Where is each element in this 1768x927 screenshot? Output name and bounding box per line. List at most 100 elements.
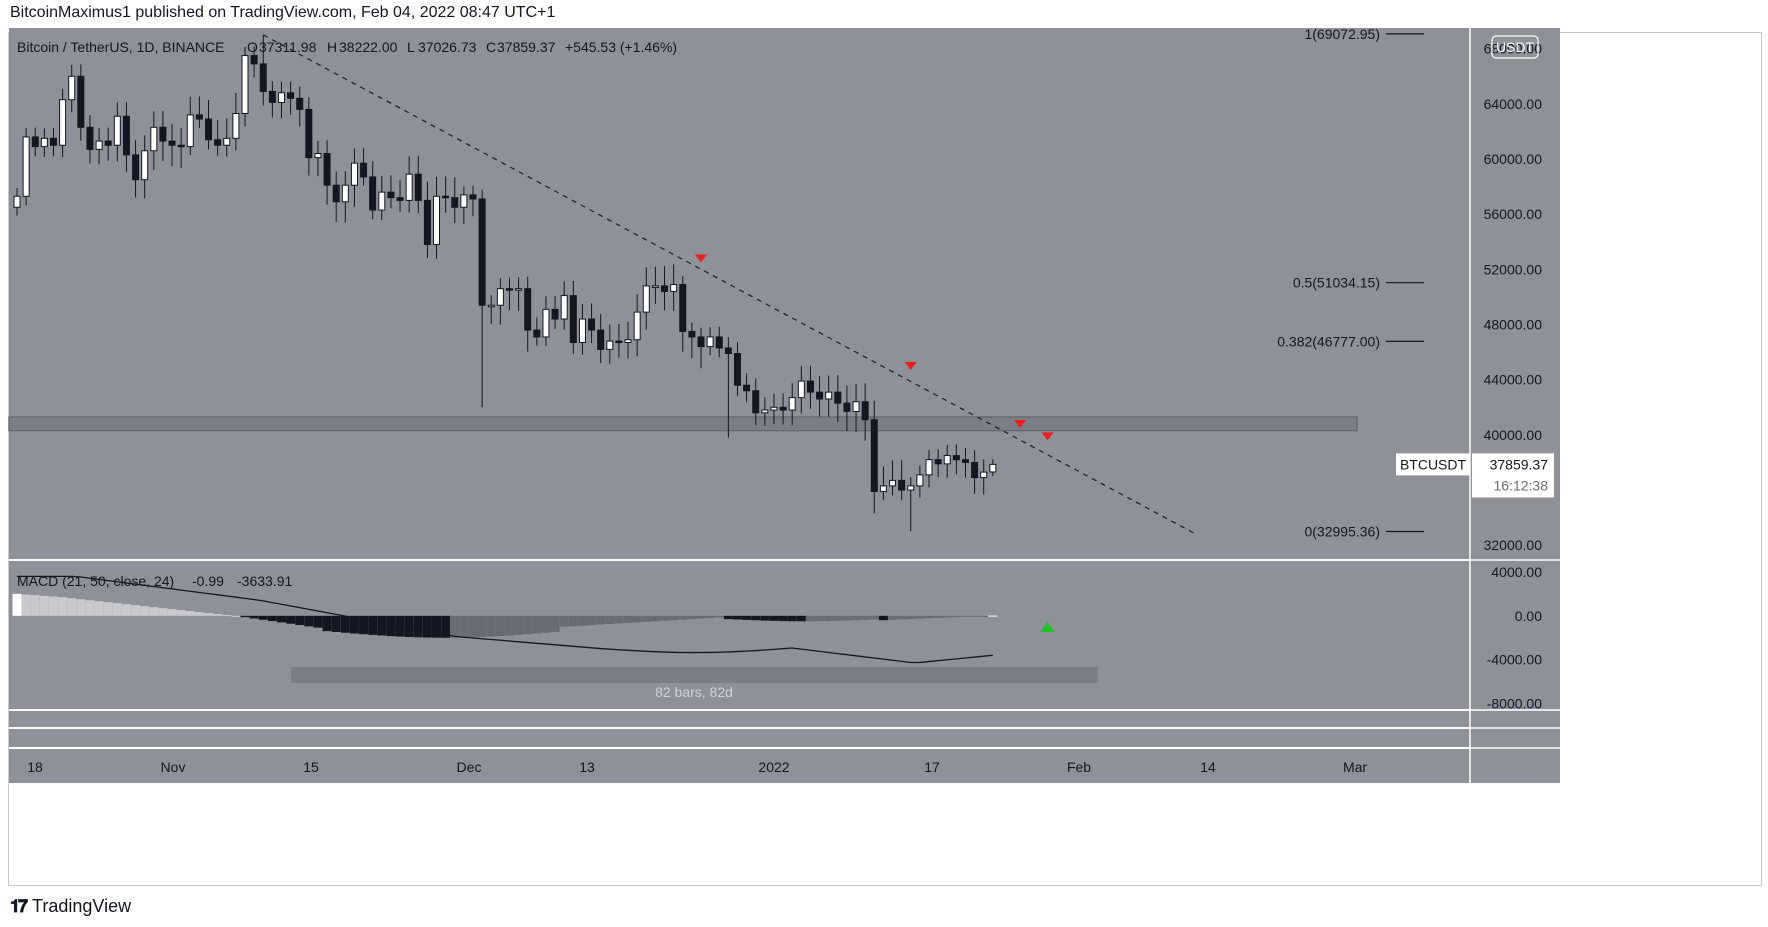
candle-body: [350, 162, 358, 186]
macd-histogram-bar: [942, 615, 952, 618]
tradingview-logo-icon: 𝟏𝟕: [10, 896, 28, 916]
tradingview-footer[interactable]: 𝟏𝟕 TradingView: [10, 896, 131, 917]
macd-histogram-bar: [85, 600, 95, 616]
macd-histogram-bar: [623, 615, 633, 623]
candle-body: [40, 137, 48, 148]
macd-histogram-bar: [669, 615, 679, 621]
macd-histogram-bar: [112, 603, 122, 616]
candle-body: [761, 409, 769, 414]
macd-histogram-bar: [660, 615, 670, 621]
candle-body: [898, 479, 906, 491]
macd-histogram-bar: [459, 615, 469, 638]
macd-histogram-bar: [413, 615, 423, 638]
legend-o-label: O: [247, 39, 258, 55]
publish-header: BitcoinMaximus1 published on TradingView…: [10, 4, 556, 21]
candle-body: [533, 329, 541, 338]
macd-axis-label: -8000.00: [1487, 696, 1542, 712]
macd-histogram-bar: [915, 615, 925, 619]
candle-body: [31, 136, 39, 148]
price-axis-label: 32000.00: [1484, 537, 1543, 553]
candle-body: [770, 406, 778, 411]
candle-body: [150, 126, 158, 152]
sell-marker-icon: [904, 362, 917, 371]
candle-body: [22, 136, 30, 197]
macd-histogram-bar: [67, 598, 77, 616]
macd-histogram-bar: [368, 615, 378, 635]
macd-histogram-bar: [249, 615, 259, 619]
candle-body: [423, 199, 431, 246]
candle-body: [469, 194, 477, 200]
candle-body: [405, 173, 413, 201]
candle-body: [195, 114, 203, 120]
candle-body: [925, 459, 933, 476]
time-axis-label: 15: [303, 759, 319, 775]
candle-body: [95, 140, 103, 150]
macd-histogram-bar: [158, 608, 168, 616]
candle-body: [597, 329, 605, 350]
macd-histogram-bar: [149, 607, 159, 616]
macd-histogram-bar: [185, 611, 195, 616]
macd-histogram-bar: [331, 615, 341, 632]
candle-body: [177, 144, 185, 148]
candle-body: [77, 75, 85, 128]
candle-body: [442, 195, 450, 199]
candle-body: [478, 198, 486, 306]
candle-body: [132, 154, 140, 181]
candle-body: [816, 391, 824, 400]
macd-histogram-bar: [705, 615, 715, 619]
candle-body: [360, 162, 368, 178]
macd-legend-value-2: -3633.91: [237, 573, 292, 589]
macd-histogram-bar: [559, 615, 569, 627]
candle-body: [715, 336, 723, 349]
candle-body: [834, 391, 842, 404]
candle-body: [305, 108, 313, 159]
candle-body: [588, 318, 596, 331]
time-axis-label: 14: [1200, 759, 1216, 775]
candle-body: [752, 390, 760, 414]
last-price-tag: [1472, 453, 1554, 498]
macd-histogram-bar: [888, 615, 898, 620]
time-axis-label: 17: [924, 759, 940, 775]
candle-body: [633, 311, 641, 341]
empty-pane-bg: [9, 711, 1470, 727]
macd-histogram-bar: [276, 615, 286, 623]
candle-body: [86, 126, 94, 150]
candle-body: [141, 150, 149, 181]
candle-body: [743, 384, 751, 392]
candle-body: [615, 340, 623, 344]
price-axis-bg: [1470, 28, 1560, 756]
candle-body: [706, 336, 714, 348]
macd-axis-label: -4000.00: [1487, 652, 1542, 668]
macd-histogram-bar: [349, 615, 359, 634]
candle-body: [779, 406, 787, 411]
macd-histogram-bar: [714, 615, 724, 618]
measure-range: [291, 667, 1098, 683]
price-pane-bg: [9, 28, 1470, 559]
macd-histogram-bar: [532, 615, 542, 634]
candle-body: [551, 308, 559, 320]
macd-histogram-bar: [796, 615, 806, 622]
macd-histogram-bar: [213, 614, 223, 616]
price-chart[interactable]: 1(69072.95) 0.5(51034.15) 0.382(46777.00) 0…: [0, 0, 1768, 890]
time-axis-label: 13: [579, 759, 595, 775]
fib-label: 0.382(46777.00): [1277, 333, 1380, 349]
fib-label: 0(32995.36): [1304, 523, 1380, 539]
candle-body: [59, 99, 67, 146]
candle-body: [369, 176, 377, 211]
macd-histogram-bar: [204, 613, 214, 616]
macd-histogram-bar: [359, 615, 369, 635]
candle-body: [341, 184, 349, 203]
candle-body: [806, 380, 814, 393]
macd-histogram-bar: [48, 596, 58, 616]
macd-histogram-bar: [760, 615, 770, 621]
legend-c-label: C: [486, 39, 496, 55]
price-axis-label: 44000.00: [1484, 372, 1543, 388]
candle-body: [971, 461, 979, 479]
candle-body: [186, 114, 194, 148]
macd-histogram-bar: [495, 615, 505, 637]
price-axis-label: 68000.00: [1484, 41, 1543, 57]
sell-marker-icon: [1014, 419, 1027, 428]
candle-body: [214, 139, 222, 146]
macd-histogram-bar: [550, 615, 560, 632]
macd-histogram-bar: [58, 597, 68, 616]
